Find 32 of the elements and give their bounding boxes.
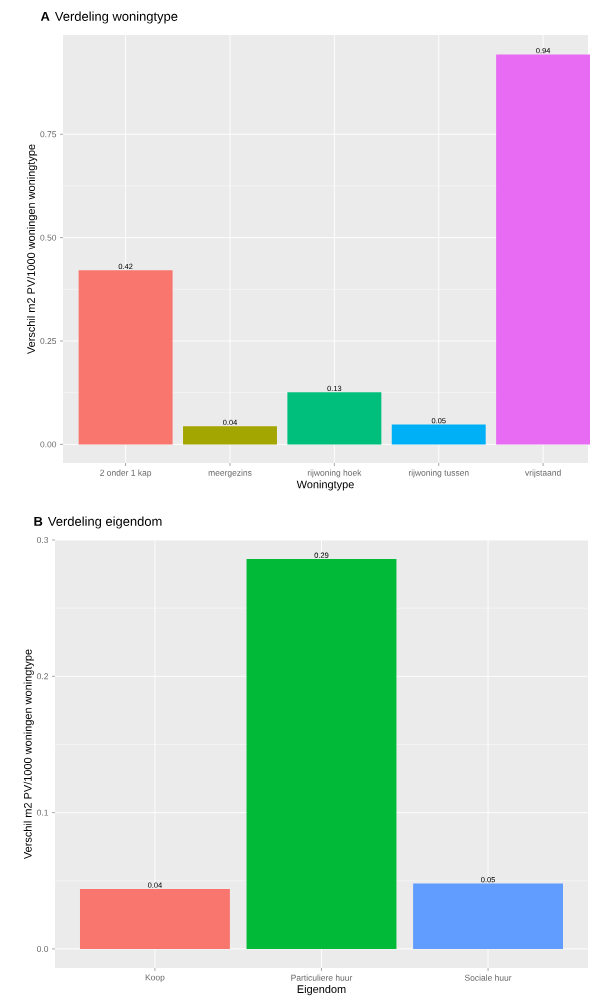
x-tick-label: Sociale huur	[464, 974, 512, 981]
y-tick-label: 0.25	[40, 338, 57, 345]
x-axis-title: Eigendom	[297, 984, 346, 996]
x-tick-label: rijwoning tussen	[408, 469, 469, 478]
bar	[183, 426, 277, 445]
y-tick-label: 0.3	[37, 537, 49, 543]
x-tick-label: meergezins	[208, 469, 252, 478]
bar	[496, 54, 590, 445]
y-tick-label: 0.00	[40, 441, 57, 448]
y-tick-label: 0.1	[37, 809, 49, 816]
chart-title: Verdeling eigendom	[47, 516, 162, 529]
x-tick-label: rijwoning hoek	[307, 469, 362, 478]
bar	[287, 392, 382, 445]
y-axis-title: Verschil m2 PV/1000 woningen woningtype	[26, 144, 38, 355]
y-tick-label: 0.2	[37, 673, 49, 680]
bar	[391, 424, 486, 445]
y-tick-label: 0.75	[40, 131, 57, 138]
bar	[79, 888, 230, 949]
x-tick-label: 2 onder 1 kap	[100, 469, 152, 478]
x-tick-label: Particuliere huur	[291, 974, 353, 981]
y-tick-label: 0.0	[37, 945, 49, 952]
text: B	[34, 516, 43, 526]
text: A	[40, 11, 50, 21]
chart-title: Verdeling woningtype	[54, 11, 178, 24]
y-tick-label: 0.50	[40, 234, 57, 241]
x-tick-label: vrijstaand	[524, 469, 561, 478]
bar	[78, 270, 173, 445]
y-axis-title: Verschil m2 PV/1000 woningen woningtype	[23, 649, 34, 860]
bar	[246, 559, 397, 949]
x-tick-label: Koop	[145, 974, 165, 983]
x-axis-title: Woningtype	[296, 480, 354, 491]
bar	[413, 883, 563, 949]
